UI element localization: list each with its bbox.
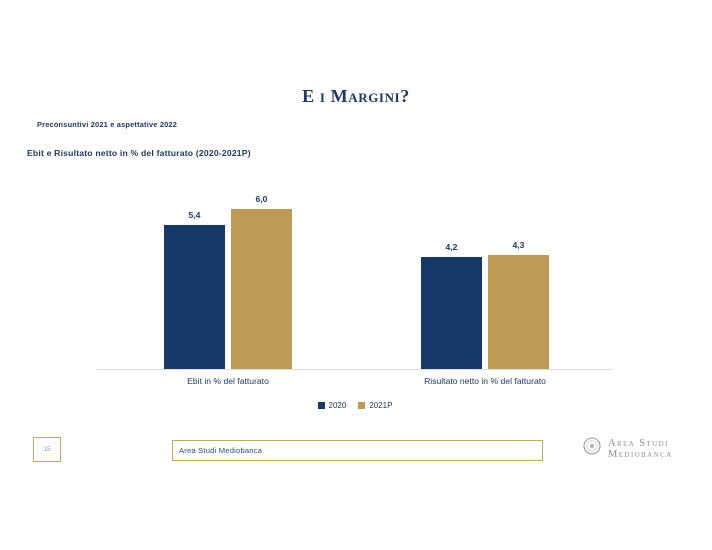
area-studi-mediobanca-logo: Area Studi Mediobanca [583, 437, 673, 460]
logo-text: Area Studi Mediobanca [608, 438, 673, 460]
legend-label: 2021P [369, 401, 393, 410]
bar-2020-2 [421, 257, 482, 369]
bar-value-label: 6,0 [255, 194, 268, 204]
legend-label: 2020 [328, 401, 347, 410]
page-number-box: 15 [33, 437, 61, 462]
bar-2020-1 [164, 225, 225, 369]
bar-chart-plot-area: 5,4 6,0 Ebit in % del fatturato 4,2 4,3 Risul… [97, 180, 613, 386]
category-label: Risultato netto in % del fatturato [424, 376, 546, 386]
logo-line2: Mediobanca [608, 448, 673, 460]
source-text: Area Studi Mediobanca [179, 446, 263, 455]
source-text-box: Area Studi Mediobanca [172, 440, 543, 461]
legend-swatch-icon [358, 402, 366, 409]
legend-item-2021P: 2021P [358, 401, 392, 410]
bar-2021P-1 [231, 209, 292, 369]
slide-title: E i Margini? [302, 86, 410, 106]
logo-line1: Area Studi [608, 437, 669, 449]
bar-value-label: 4,3 [512, 240, 525, 250]
chart-heading: Ebit e Risultato netto in % del fatturat… [27, 148, 251, 158]
legend-swatch-icon [317, 402, 325, 409]
category-label: Ebit in % del fatturato [187, 376, 269, 386]
chart-legend: 2020 2021P [97, 401, 613, 410]
bar-value-label: 4,2 [445, 242, 458, 252]
bar-2021P-2 [488, 255, 549, 369]
page-number: 15 [43, 446, 51, 453]
slide-subtitle: Preconsuntivi 2021 e aspettative 2022 [37, 120, 178, 129]
legend-item-2020: 2020 [317, 401, 347, 410]
mediobanca-seal-icon [583, 437, 601, 460]
bar-value-label: 5,4 [188, 210, 201, 220]
